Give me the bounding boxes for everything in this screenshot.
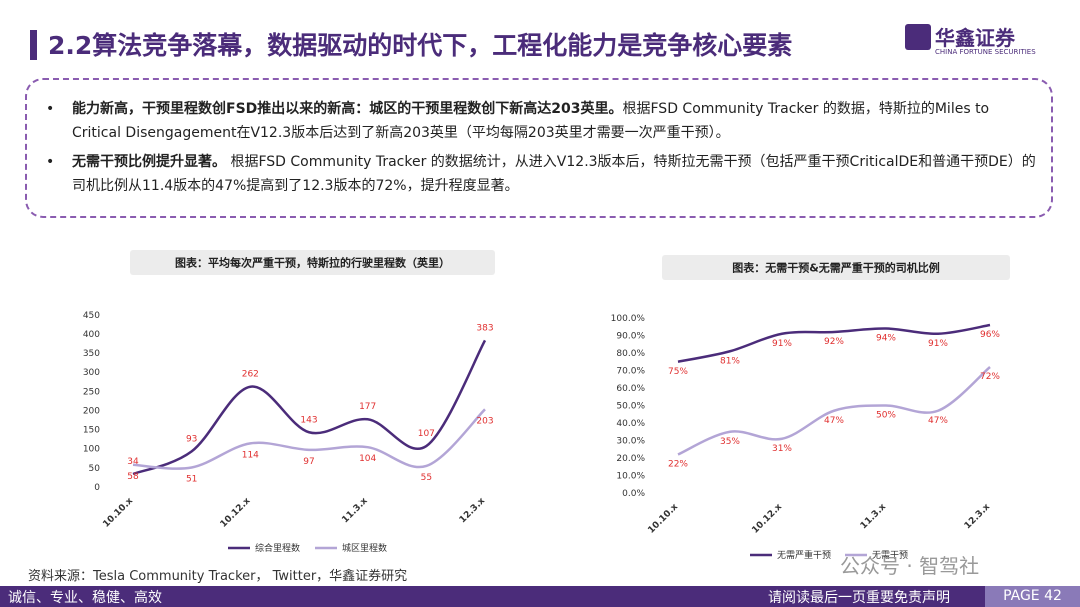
line-series: [132, 339, 487, 476]
y-tick-label: 10.0%: [616, 472, 645, 482]
data-label: 96%: [980, 330, 1000, 340]
x-tick-label: 10.12.x: [750, 502, 784, 536]
data-label: 55: [421, 473, 432, 483]
data-label: 177: [359, 402, 376, 412]
line-series: [132, 408, 486, 470]
y-tick-label: 80.0%: [616, 349, 645, 359]
legend-label: 无需干预: [872, 550, 908, 561]
y-tick-label: 100: [83, 445, 100, 455]
data-label: 262: [242, 370, 259, 380]
footer-bar: [0, 586, 1080, 607]
data-label: 75%: [668, 367, 688, 377]
data-label: 58: [127, 472, 139, 482]
logo: 华鑫证券: [935, 26, 1015, 50]
y-tick-label: 30.0%: [616, 437, 645, 447]
y-tick-label: 0.0%: [622, 489, 645, 499]
y-tick-label: 50: [89, 464, 101, 474]
y-tick-label: 20.0%: [616, 454, 645, 464]
y-tick-label: 300: [83, 368, 100, 378]
y-tick-label: 0: [94, 483, 100, 493]
data-label: 91%: [928, 339, 948, 349]
y-tick-label: 350: [83, 349, 100, 359]
y-tick-label: 200: [83, 406, 100, 416]
data-label: 81%: [720, 356, 740, 366]
summary-box: [25, 78, 1053, 218]
data-label: 34: [127, 457, 139, 467]
logo-en: CHINA FORTUNE SECURITIES: [935, 48, 1036, 56]
x-tick-label: 11.3.x: [340, 496, 369, 525]
legend-label: 无需严重干预: [777, 549, 831, 561]
y-tick-label: 40.0%: [616, 419, 645, 429]
y-tick-label: 50.0%: [616, 402, 645, 412]
x-tick-label: 10.10.x: [646, 502, 680, 536]
slide-title: 2.2算法竞争落幕，数据驱动的时代下，工程化能力是竞争核心要素: [48, 31, 793, 60]
data-label: 94%: [876, 334, 896, 344]
chart-title-box: [130, 250, 495, 275]
y-tick-label: 450: [83, 311, 100, 321]
chart-title: 图表：平均每次严重干预，特斯拉的行驶里程数（英里）: [175, 256, 450, 270]
data-label: 35%: [720, 437, 740, 447]
data-label: 22%: [668, 460, 688, 470]
source: 资料来源：Tesla Community Tracker， Twitter，华鑫…: [28, 569, 408, 584]
bullet-text: 根据FSD Community Tracker 的数据统计，从进入V12.3版本…: [72, 154, 1036, 194]
y-tick-label: 250: [83, 387, 100, 397]
page-number: PAGE 42: [985, 586, 1080, 607]
data-label: 114: [242, 450, 259, 460]
data-label: 72%: [980, 372, 1000, 382]
line-series: [677, 366, 991, 456]
footer-disclaimer: 请阅读最后一页重要免责声明: [768, 590, 950, 606]
x-tick-label: 12.3.x: [458, 496, 487, 525]
footer-motto: 诚信、专业、稳健、高效: [8, 590, 162, 606]
legend-label: 城区里程数: [342, 542, 387, 554]
legend-label: 综合里程数: [255, 542, 300, 554]
bullet-lead: 能力新高，干预里程数创FSD推出以来的新高：城区的干预里程数创下新高达203英里…: [72, 101, 623, 117]
data-label: 97: [303, 457, 314, 467]
line-series: [677, 323, 991, 363]
y-tick-label: 60.0%: [616, 384, 645, 394]
y-tick-label: 70.0%: [616, 367, 645, 377]
data-label: 91%: [772, 339, 792, 349]
bullet: • 无需干预比例提升显著。 根据FSD Community Tracker 的数据…: [46, 154, 1036, 194]
y-tick-label: 150: [83, 426, 100, 436]
data-label: 383: [476, 323, 493, 333]
logo-icon: [905, 24, 931, 50]
x-tick-label: 10.10.x: [101, 496, 135, 530]
data-label: 143: [300, 415, 317, 425]
bullet: • 能力新高，干预里程数创FSD推出以来的新高：城区的干预里程数创下新高达203英…: [46, 101, 990, 141]
y-tick-label: 400: [83, 330, 100, 340]
x-tick-label: 11.3.x: [859, 502, 888, 531]
watermark: 公众号 · 智驾社: [840, 554, 980, 578]
chart-title-box: [662, 255, 1010, 280]
data-label: 51: [186, 474, 197, 484]
data-label: 104: [359, 454, 376, 464]
y-tick-label: 100.0%: [611, 314, 646, 324]
data-label: 50%: [876, 411, 896, 421]
x-tick-label: 10.12.x: [219, 496, 253, 530]
data-label: 47%: [824, 416, 844, 426]
title-bar: [30, 30, 37, 60]
data-label: 31%: [772, 444, 792, 454]
bullet-lead: 无需干预比例提升显著。: [72, 154, 226, 170]
data-label: 92%: [824, 337, 844, 347]
data-label: 93: [186, 434, 197, 444]
x-tick-label: 12.3.x: [963, 502, 992, 531]
data-label: 107: [418, 429, 435, 439]
chart-title: 图表：无需干预&无需严重干预的司机比例: [732, 261, 940, 275]
data-label: 203: [476, 416, 493, 426]
data-label: 47%: [928, 416, 948, 426]
bullet-text: 根据FSD Community Tracker 的数据，特斯拉的Miles to…: [72, 101, 990, 141]
y-tick-label: 90.0%: [616, 332, 645, 342]
